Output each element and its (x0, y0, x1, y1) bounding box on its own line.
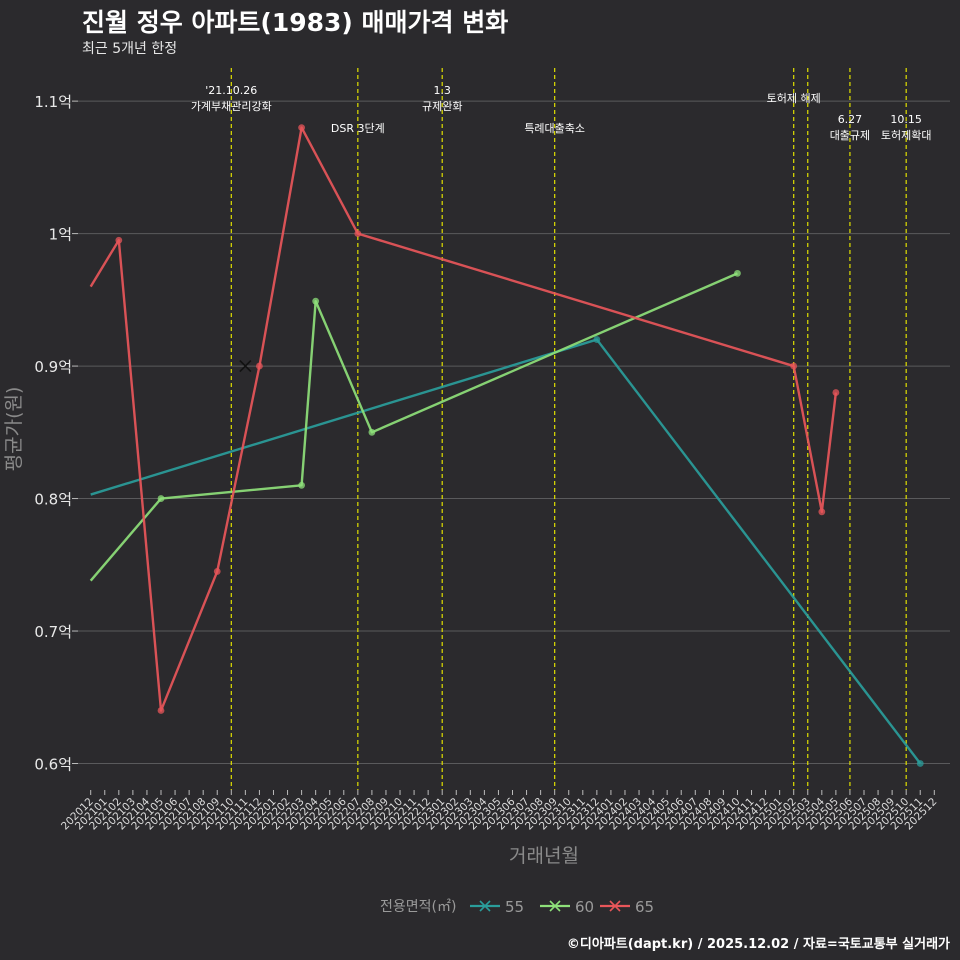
series-55-point (593, 336, 601, 343)
event-label: 가계부채관리강화 (191, 100, 272, 113)
y-tick-label: 0.6억 (34, 756, 72, 774)
legend-label: 55 (505, 898, 524, 916)
event-label: DSR 3단계 (331, 122, 385, 135)
series-65-point (832, 389, 840, 396)
legend-cross (549, 900, 561, 912)
series-65-point (256, 362, 263, 370)
y-axis-title: 평균가(원) (3, 387, 25, 472)
event-label: 토허제 해제 (767, 91, 821, 105)
y-tick-label: 0.7억 (34, 623, 72, 641)
event-label: 규제완화 (422, 100, 462, 113)
legend-title: 전용면적(㎡) (380, 899, 456, 915)
series-55-line (90, 338, 922, 765)
cross-marker-stroke (239, 360, 252, 373)
chart-title: 진월 정우 아파트(1983) 매매가격 변화 (82, 8, 509, 37)
y-tick-label: 0.9억 (34, 358, 72, 376)
series-65-point (354, 230, 362, 237)
series-65-point (790, 362, 798, 370)
series-65-point (213, 568, 221, 575)
y-tick-label: 0.8억 (34, 491, 72, 509)
series-55-point (916, 760, 924, 767)
cross-marker (239, 360, 252, 373)
series-65-point (298, 124, 305, 132)
x-axis-title: 거래년월 (509, 845, 579, 867)
series-65-line (89, 126, 838, 712)
series-60-point (312, 297, 320, 305)
series-65-point (818, 508, 826, 516)
legend-item-55: 55 (470, 898, 524, 916)
legend-cross (609, 900, 621, 912)
event-label: 토허제확대 (881, 129, 932, 142)
event-label: 10.15 (890, 113, 922, 126)
series-65-point (157, 707, 165, 714)
event-label: 1.3 (433, 84, 451, 97)
series-60-point (368, 428, 376, 436)
series-60-point (298, 481, 305, 489)
event-label: 특례대출축소 (524, 122, 585, 135)
series-65-point (115, 236, 123, 244)
legend-cross (479, 900, 491, 912)
event-label: 대출규제 (830, 129, 870, 142)
legend-item-65: 65 (600, 898, 654, 916)
series-60-point (157, 495, 165, 502)
y-tick-label: 1.1억 (34, 93, 72, 111)
legend-item-60: 60 (540, 898, 594, 916)
legend-label: 60 (575, 898, 594, 916)
y-tick-label: 1억 (49, 226, 72, 244)
event-label: 6.27 (838, 113, 863, 126)
series-60-point (734, 269, 741, 277)
event-label: '21.10.26 (205, 84, 257, 97)
source-caption: ©디아파트(dapt.kr) / 2025.12.02 / 자료=국토교통부 실… (566, 937, 950, 952)
chart-subtitle: 최근 5개년 한정 (82, 41, 178, 57)
legend-label: 65 (635, 898, 654, 916)
series-60-line (89, 272, 738, 582)
